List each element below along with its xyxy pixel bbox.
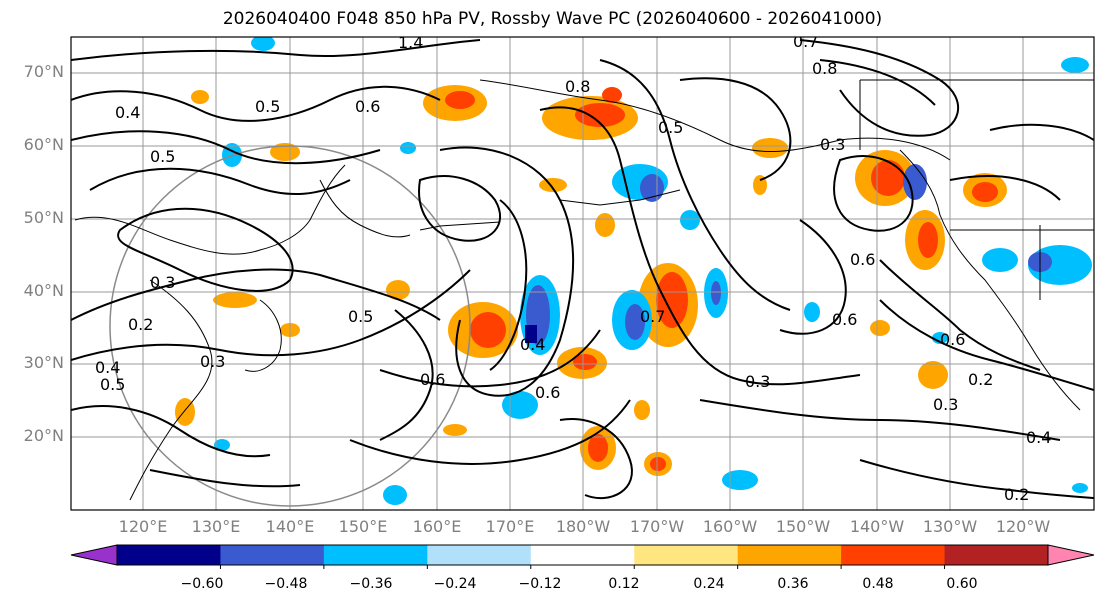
contour-label: 0.5 (255, 97, 280, 116)
map-title: 2026040400 F048 850 hPa PV, Rossby Wave … (222, 9, 883, 29)
colorbar-tick-label: 0.48 (862, 576, 894, 592)
lat-label-50n: 50°N (23, 208, 64, 227)
coastlines (74, 79, 1094, 501)
lon-label: 130°E (191, 517, 241, 536)
lon-label: 170°W (629, 517, 685, 536)
pv-contours (71, 39, 1094, 500)
colorbar-extend-low (70, 544, 118, 566)
contour-label: 0.3 (933, 395, 958, 414)
contour-label: 0.5 (658, 118, 683, 137)
colorbar-tick-label: 0.24 (693, 576, 725, 592)
contour-label: 0.4 (95, 358, 120, 377)
contour-label: 0.2 (1004, 485, 1029, 504)
colorbar-bin (220, 545, 325, 565)
contour-labels: 1.4 0.7 0.8 0.6 0.5 0.4 0.3 0.2 0.5 0.6 … (95, 32, 1051, 504)
colorbar-bin (117, 545, 221, 565)
contour-label: 0.2 (128, 315, 153, 334)
contour-label: 0.6 (535, 383, 560, 402)
colorbar-extend-high (1047, 544, 1095, 566)
colorbar-tick-label: −0.48 (264, 576, 308, 592)
colorbar-tick-label: 0.12 (608, 576, 640, 592)
lon-label: 170°E (485, 517, 535, 536)
lon-label: 160°W (702, 517, 758, 536)
lon-label: 160°E (412, 517, 462, 536)
contour-label: 0.3 (745, 372, 770, 391)
colorbar (70, 544, 1095, 569)
contour-label: 0.3 (820, 135, 845, 154)
lat-label-40n: 40°N (23, 281, 64, 300)
lon-label: 120°E (118, 517, 168, 536)
lon-label: 120°W (995, 517, 1051, 536)
colorbar-tick-label: −0.12 (518, 576, 562, 592)
lat-label-20n: 20°N (23, 426, 64, 445)
contour-label: 0.4 (1026, 428, 1051, 447)
colorbar-bin (944, 545, 1049, 565)
contour-label: 0.6 (420, 370, 445, 389)
contour-label: 0.6 (850, 250, 875, 269)
contour-label: 0.2 (968, 370, 993, 389)
lon-label: 180°W (555, 517, 611, 536)
contour-label: 0.7 (793, 32, 818, 51)
lat-label-60n: 60°N (23, 135, 64, 154)
contour-label: 0.4 (520, 335, 545, 354)
contour-label: 0.6 (832, 310, 857, 329)
colorbar-tick-label: −0.24 (433, 576, 477, 592)
colorbar-bin (841, 545, 946, 565)
rossby-wave-pc-shading (175, 37, 1092, 505)
colorbar-tick-label: −0.60 (180, 576, 224, 592)
contour-label: 0.6 (940, 330, 965, 349)
contour-label: 0.5 (150, 147, 175, 166)
graticule (71, 37, 1094, 510)
colorbar-bin (634, 545, 739, 565)
lon-label: 140°E (265, 517, 315, 536)
contour-label: 0.8 (812, 59, 837, 78)
colorbar-bin (427, 545, 532, 565)
contour-label: 0.3 (200, 352, 225, 371)
contour-label: 0.7 (640, 307, 665, 326)
colorbar-tick-label: 0.60 (946, 576, 978, 592)
colorbar-tick-label: 0.36 (777, 576, 809, 592)
contour-label: 0.6 (355, 97, 380, 116)
contour-label: 0.5 (100, 375, 125, 394)
lat-label-70n: 70°N (23, 62, 64, 81)
lat-label-30n: 30°N (23, 353, 64, 372)
colorbar-tick-label: −0.36 (349, 576, 393, 592)
lon-label: 150°E (338, 517, 388, 536)
lon-label: 150°W (775, 517, 831, 536)
contour-label: 0.3 (150, 273, 175, 292)
lon-label: 140°W (849, 517, 905, 536)
colorbar-bin (737, 545, 842, 565)
map-frame (70, 36, 1095, 511)
contour-label: 0.8 (565, 77, 590, 96)
contour-label: 0.5 (348, 307, 373, 326)
contour-label: 1.4 (398, 33, 423, 52)
lon-label: 130°W (922, 517, 978, 536)
colorbar-bin (530, 545, 635, 565)
colorbar-bin (323, 545, 428, 565)
contour-label: 0.4 (115, 103, 140, 122)
range-circle (109, 145, 471, 507)
